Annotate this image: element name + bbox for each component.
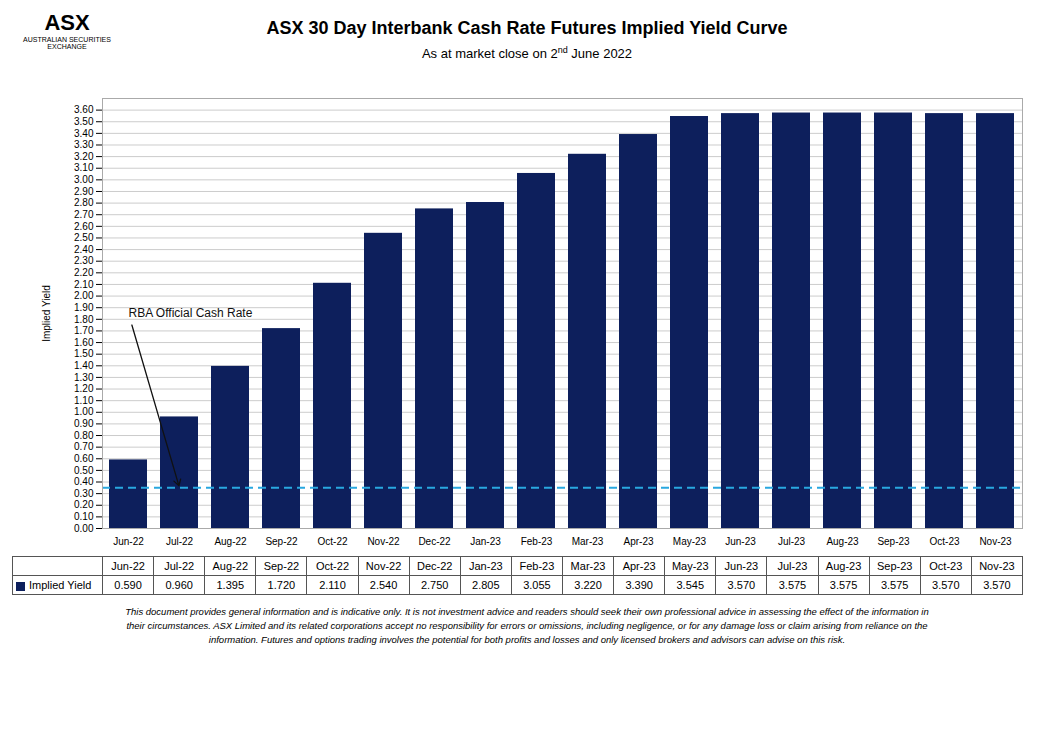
html-text:Oct-23: Oct-23 [929,560,963,572]
html-text:Nov-22: Nov-22 [365,560,402,572]
svg-text:0.70: 0.70 [74,441,94,452]
html-text:ASX 30 Day Interbank Cash Rate: ASX 30 Day Interbank Cash Rate Futures I… [266,18,788,38]
html-text:Jul-23: Jul-23 [777,560,808,572]
html-text:Mar-23: Mar-23 [570,560,606,572]
html-text:Aug-23: Aug-23 [825,560,862,572]
svg-text:Mar-23: Mar-23 [572,536,604,547]
svg-text:Oct-22: Oct-22 [317,536,347,547]
html-text:Feb-23: Feb-23 [519,560,555,572]
svg-text:Jun-22: Jun-22 [113,536,144,547]
svg-text:Implied Yield: Implied Yield [41,285,52,342]
svg-text:Dec-22: Dec-22 [418,536,451,547]
svg-text:2.10: 2.10 [74,279,94,290]
svg-text:3.40: 3.40 [74,128,94,139]
svg-text:2.70: 2.70 [74,209,94,220]
svg-text:RBA Official Cash Rate: RBA Official Cash Rate [129,306,253,320]
svg-text:Aug-23: Aug-23 [826,536,859,547]
svg-text:3.50: 3.50 [74,116,94,127]
svg-text:1.40: 1.40 [74,360,94,371]
svg-text:1.10: 1.10 [74,395,94,406]
html-text:1.395: 1.395 [216,579,244,591]
svg-text:0.10: 0.10 [74,511,94,522]
html-text:Jun-22: Jun-22 [111,560,145,572]
svg-text:Oct-23: Oct-23 [929,536,959,547]
html-text:AUSTRALIAN SECURITIES EXCHANGE: AUSTRALIAN SECURITIES EXCHANGE [23,36,111,50]
svg-text:3.30: 3.30 [74,139,94,150]
svg-text:Sep-22: Sep-22 [265,536,298,547]
html-text:3.575: 3.575 [778,579,807,591]
html-text:1.720: 1.720 [267,579,296,591]
svg-text:Jul-22: Jul-22 [166,536,194,547]
svg-text:0.80: 0.80 [74,430,94,441]
html-text:Implied Yield: Implied Yield [29,579,92,591]
svg-text:Nov-23: Nov-23 [979,536,1012,547]
html-text:ASX: ASX [44,10,90,35]
svg-text:Sep-23: Sep-23 [877,536,910,547]
svg-text:2.80: 2.80 [74,197,94,208]
svg-text:Nov-22: Nov-22 [367,536,400,547]
html-text:May-23: May-23 [671,560,709,572]
html-text:Jun-23: Jun-23 [724,560,759,572]
html-text:2.540: 2.540 [369,579,398,591]
svg-text:Jan-23: Jan-23 [470,536,501,547]
svg-text:3.00: 3.00 [74,174,94,185]
html-text:Oct-22: Oct-22 [316,560,349,572]
html-text:2.805: 2.805 [472,579,500,591]
html-text:0.590: 0.590 [114,579,142,591]
svg-text:1.60: 1.60 [74,337,94,348]
svg-text:1.70: 1.70 [74,325,94,336]
html-text:Apr-23: Apr-23 [622,560,656,572]
svg-text:0.20: 0.20 [74,499,94,510]
svg-text:0.90: 0.90 [74,418,94,429]
svg-text:Aug-22: Aug-22 [214,536,247,547]
svg-text:Apr-23: Apr-23 [623,536,653,547]
svg-text:0.50: 0.50 [74,465,94,476]
svg-text:3.20: 3.20 [74,151,94,162]
svg-text:2.00: 2.00 [74,290,94,301]
html-text:3.390: 3.390 [625,579,653,591]
svg-text:2.50: 2.50 [74,232,94,243]
svg-text:0.60: 0.60 [74,453,94,464]
html-text:3.055: 3.055 [523,579,551,591]
svg-text:2.20: 2.20 [74,267,94,278]
svg-text:2.60: 2.60 [74,221,94,232]
html-text:Nov-23: Nov-23 [979,560,1015,572]
html-text:This document provides general: This document provides general informati… [125,606,929,645]
svg-text:2.90: 2.90 [74,186,94,197]
html-text:As at market close on 2ndJune: As at market close on 2ndJune 2022 [421,45,633,62]
html-text:3.545: 3.545 [676,579,704,591]
svg-text:Jul-23: Jul-23 [778,536,806,547]
svg-text:1.80: 1.80 [74,314,94,325]
svg-text:2.40: 2.40 [74,244,94,255]
html-text:Jan-23: Jan-23 [469,560,503,572]
html-text:Jul-22: Jul-22 [164,560,195,572]
svg-text:1.90: 1.90 [74,302,94,313]
svg-text:1.50: 1.50 [74,348,94,359]
html-text:3.570: 3.570 [727,579,756,591]
svg-text:0.40: 0.40 [74,476,94,487]
svg-text:3.10: 3.10 [74,162,94,173]
svg-text:0.30: 0.30 [74,488,94,499]
html-text:2.110: 2.110 [319,579,346,591]
html-text:3.570: 3.570 [983,579,1011,591]
html-text:Sep-23: Sep-23 [877,560,913,572]
svg-text:1.20: 1.20 [74,383,94,394]
svg-text:3.60: 3.60 [74,104,94,115]
html-text:0.960: 0.960 [165,579,193,591]
html-text:3.575: 3.575 [829,579,858,591]
svg-text:2.30: 2.30 [74,255,94,266]
html-text:Aug-22: Aug-22 [212,560,248,572]
html-text:3.220: 3.220 [574,579,602,591]
html-text:Sep-22: Sep-22 [263,560,300,572]
html-text:2.750: 2.750 [420,579,449,591]
svg-text:Jun-23: Jun-23 [725,536,756,547]
svg-text:Feb-23: Feb-23 [521,536,553,547]
svg-text:0.00: 0.00 [74,523,94,534]
svg-text:1.30: 1.30 [74,372,94,383]
html-text:Dec-22: Dec-22 [417,560,453,572]
svg-text:May-23: May-23 [673,536,707,547]
html-text:3.570: 3.570 [932,579,960,591]
svg-text:1.00: 1.00 [74,406,94,417]
html-text:3.575: 3.575 [880,579,909,591]
